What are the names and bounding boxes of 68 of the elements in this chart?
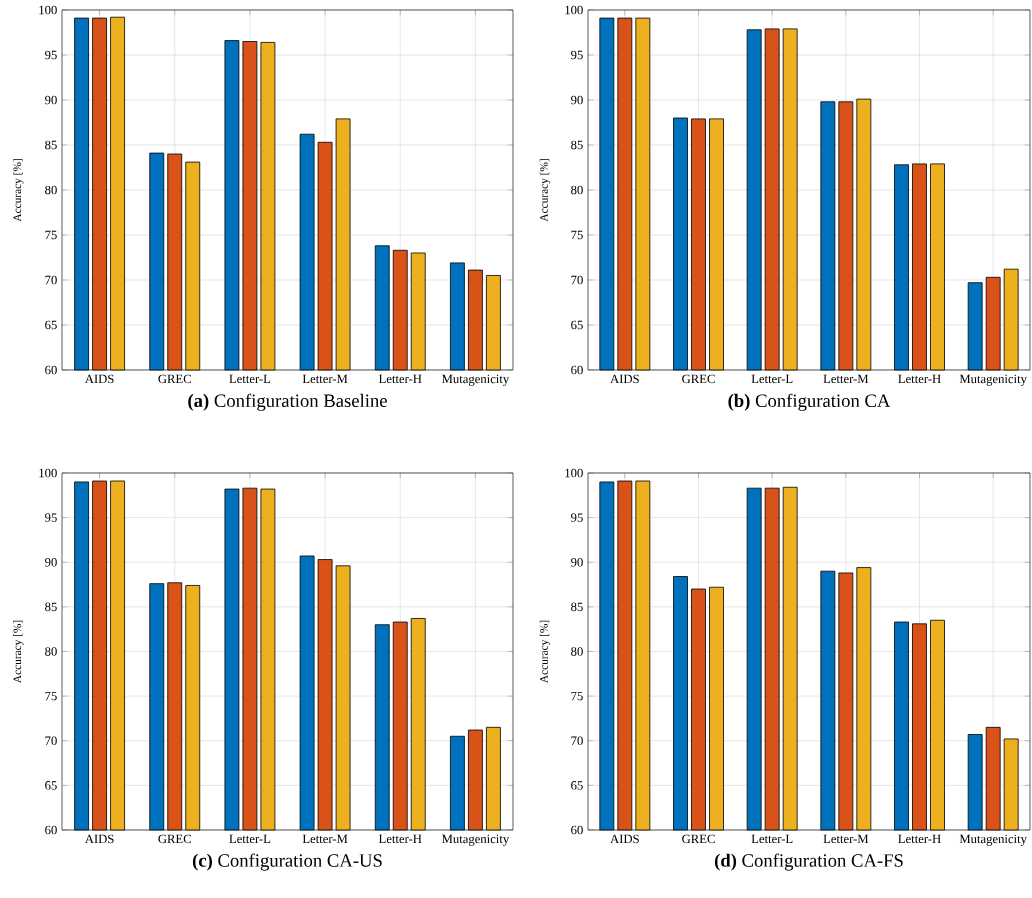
x-tick-label: AIDS [84,834,114,844]
y-tick-label: 80 [571,185,583,195]
y-tick-label: 100 [565,5,583,15]
x-tick-label: Letter-L [751,374,793,384]
text: (b) Configuration CA [728,393,891,411]
y-tick-label: 70 [571,275,583,285]
y-tick-label: 95 [571,513,583,522]
x-tick-label: Letter-L [751,834,793,844]
y-tick-label: 90 [571,557,583,567]
x-tick-label: Letter-L [229,834,271,844]
x-tick-label: AIDS [610,834,639,844]
y-tick-label: 95 [45,50,57,60]
x-tick-label: Letter-H [898,834,941,844]
x-tick-label: Mutagenicity [959,374,1027,386]
text: (c) Configuration CA-US [192,853,382,871]
y-tick-label: 65 [571,320,583,330]
y-tick-label: 95 [571,50,583,60]
x-tick-label: Mutagenicity [959,834,1027,846]
y-tick-label: 85 [571,140,583,150]
y-tick-label: 100 [39,468,57,478]
text: (a) Configuration Baseline [188,393,387,411]
y-tick-label: 75 [45,230,57,240]
y-tick-label: 60 [571,825,583,835]
y-tick-label: 60 [571,365,583,375]
y-tick-label: 85 [45,602,57,612]
x-tick-label: Mutagenicity [442,374,510,386]
x-tick-label: Letter-M [823,374,869,384]
x-tick-label: Letter-L [229,374,271,384]
y-tick-label: 70 [45,275,57,285]
x-tick-label: Letter-M [302,834,348,844]
y-tick-label: 75 [571,230,583,240]
y-tick-label: 80 [571,647,583,656]
y-axis-title: Accuracy [%] [539,159,551,222]
x-tick-label: GREC [682,374,715,384]
y-tick-label: 90 [45,95,57,105]
y-tick-label: 100 [565,468,583,478]
x-tick-label: AIDS [610,374,639,384]
x-tick-label: GREC [158,374,191,384]
x-tick-label: GREC [682,834,715,844]
y-tick-label: 70 [571,736,583,746]
y-tick-label: 80 [45,185,57,195]
y-tick-label: 65 [571,781,583,790]
y-axis-title: Accuracy [%] [539,620,551,683]
y-tick-label: 90 [45,557,57,567]
y-axis-title: Accuracy [%] [13,620,24,683]
x-tick-label: Letter-H [378,374,422,384]
y-axis-title: Accuracy [%] [13,159,24,222]
x-tick-label: Letter-H [378,834,422,844]
y-tick-label: 75 [571,691,583,701]
y-tick-label: 90 [571,95,583,105]
y-tick-label: 85 [45,140,57,150]
text: (d) Configuration CA-FS [714,853,903,871]
y-tick-label: 95 [45,513,57,522]
x-tick-label: Mutagenicity [442,834,510,846]
x-tick-label: AIDS [84,374,114,384]
x-tick-label: Letter-M [823,834,869,844]
y-tick-label: 80 [45,647,57,656]
y-tick-label: 65 [45,320,57,330]
y-tick-label: 100 [39,5,57,15]
x-tick-label: Letter-M [302,374,348,384]
x-tick-label: Letter-H [898,374,941,384]
y-tick-label: 60 [45,365,57,375]
x-tick-label: GREC [158,834,191,844]
y-tick-label: 70 [45,736,57,746]
y-tick-label: 75 [45,691,57,701]
y-tick-label: 65 [45,781,57,790]
y-tick-label: 85 [571,602,583,612]
y-tick-label: 60 [45,825,57,835]
